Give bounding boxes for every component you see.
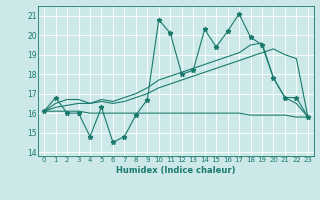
X-axis label: Humidex (Indice chaleur): Humidex (Indice chaleur) [116,166,236,175]
